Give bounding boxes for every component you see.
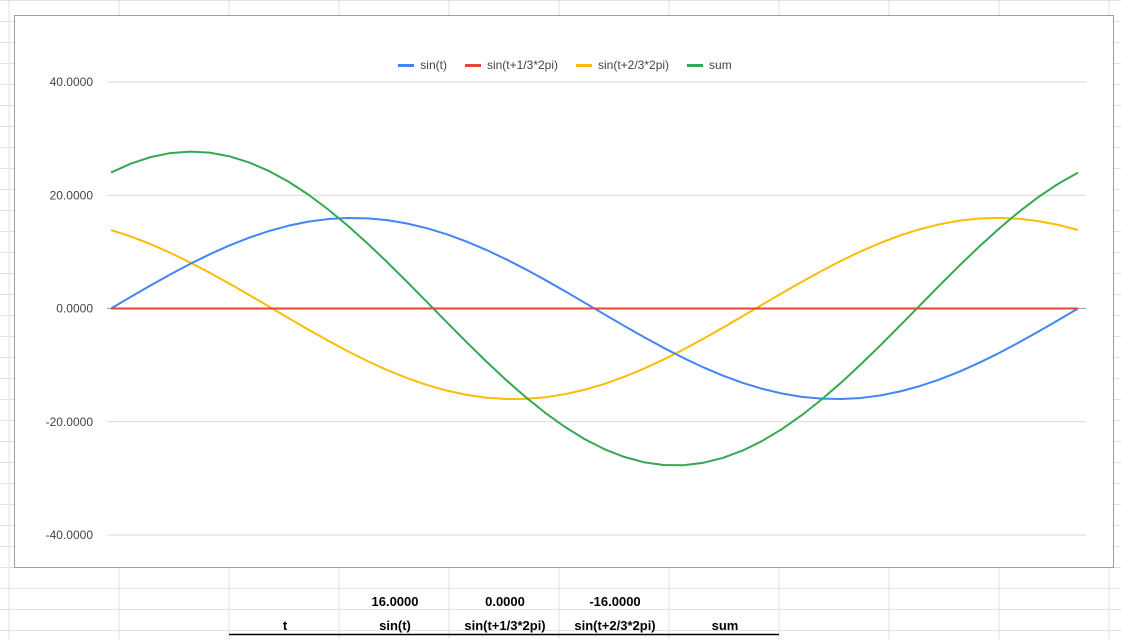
y-tick-label: 20.0000 — [50, 188, 94, 202]
cell-header-t[interactable]: t — [282, 618, 288, 633]
legend-item-sin: sin(t) — [398, 58, 447, 72]
legend-item-sin-two-thirds: sin(t+2/3*2pi) — [576, 58, 669, 72]
cell-header-sin-third[interactable]: sin(t+1/3*2pi) — [464, 618, 546, 633]
chart-plot: 40.0000 20.0000 0.0000 -20.0000 -40.0000 — [46, 75, 1086, 542]
cell-value-sin-two-thirds[interactable]: -16.0000 — [589, 594, 641, 609]
y-tick-label: -20.0000 — [46, 415, 94, 429]
cell-header-sum[interactable]: sum — [711, 618, 739, 633]
legend-label: sum — [709, 58, 732, 72]
y-tick-label: 0.0000 — [56, 302, 93, 316]
legend-swatch — [576, 63, 592, 67]
y-tick-label: 40.0000 — [50, 75, 94, 89]
legend-label: sin(t+2/3*2pi) — [598, 58, 670, 72]
chart-legend: sin(t) sin(t+1/3*2pi) sin(t+2/3*2pi) sum — [15, 58, 1115, 72]
y-tick-label: -40.0000 — [46, 528, 94, 542]
legend-label: sin(t+1/3*2pi) — [486, 58, 558, 72]
legend-label: sin(t) — [420, 58, 447, 72]
legend-swatch — [687, 63, 704, 67]
chart[interactable]: 40.0000 20.0000 0.0000 -20.0000 -40.0000 sin… — [14, 15, 1114, 568]
legend-swatch — [398, 63, 415, 67]
legend-item-sin-third: sin(t+1/3*2pi) — [464, 58, 558, 72]
cell-header-sin[interactable]: sin(t) — [379, 618, 411, 633]
cell-value-sin-third[interactable]: 0.0000 — [485, 594, 525, 609]
legend-swatch — [464, 63, 481, 67]
legend-item-sum: sum — [687, 58, 732, 72]
cell-header-sin-two-thirds[interactable]: sin(t+2/3*2pi) — [574, 618, 656, 633]
cell-value-sin[interactable]: 16.0000 — [371, 594, 419, 609]
